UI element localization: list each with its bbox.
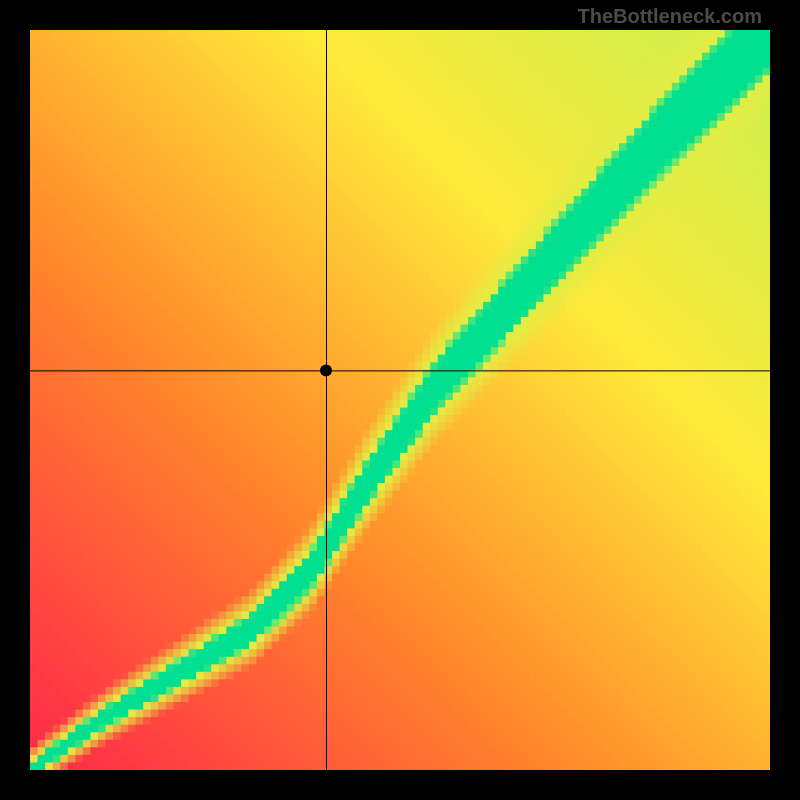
chart-container: TheBottleneck.com	[0, 0, 800, 800]
plot-area	[30, 30, 770, 770]
watermark-text: TheBottleneck.com	[578, 6, 762, 29]
heatmap-canvas	[30, 30, 770, 770]
